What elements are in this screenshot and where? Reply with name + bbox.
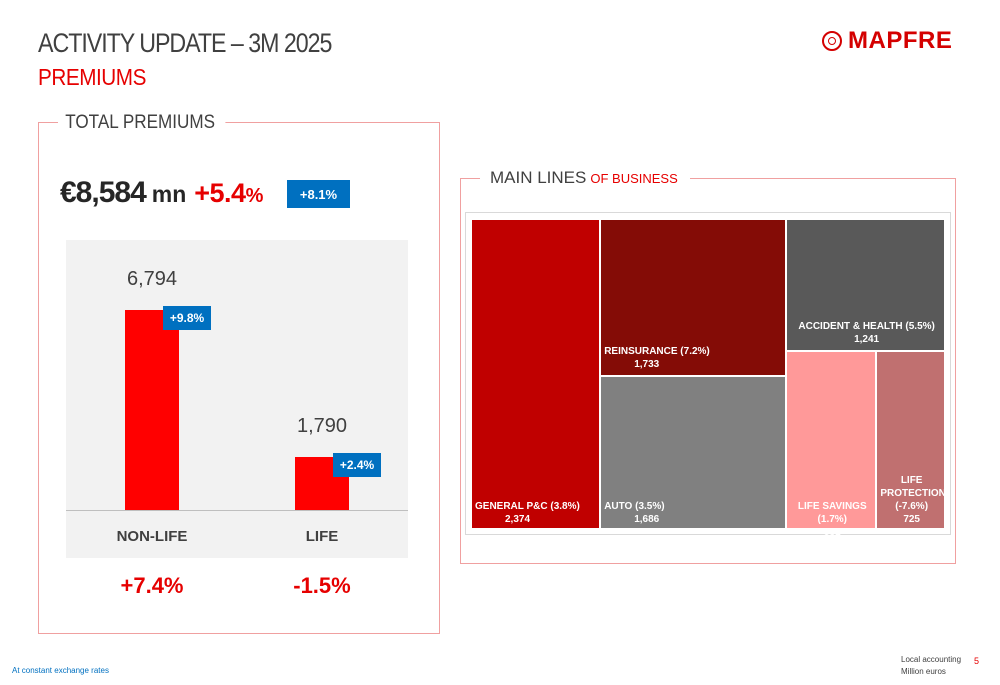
treemap-tile-general-p-c: GENERAL P&C (3.8%) 2,374 — [471, 219, 601, 529]
treemap-label-value: 1,241 — [854, 333, 880, 345]
treemap-label-name: LIFE — [900, 474, 923, 486]
page-title: ACTIVITY UPDATE – 3M 2025 — [38, 28, 332, 58]
treemap-label-name: AUTO (3.5%) — [604, 500, 665, 512]
bar-chart-baseline — [66, 510, 408, 511]
treemap-label: LIFE PROTECTION (-7.6%) 725 — [880, 474, 946, 526]
treemap-label-value: 1,733 — [634, 359, 660, 371]
treemap-label-name: REINSURANCE (7.2%) — [604, 346, 710, 358]
local-accounting-label: Local accounting — [901, 655, 962, 664]
bar-value-label: 6,794 — [126, 268, 178, 290]
total-premiums-figure: €8,584 mn +5.4% — [60, 176, 263, 210]
treemap-label-name: (-7.6%) — [895, 500, 929, 512]
total-unit: mn — [151, 181, 187, 207]
treemap-tile-life-savings: LIFE SAVINGS (1.7%) 951 — [786, 350, 877, 538]
category-label: LIFE — [305, 528, 339, 545]
logo-text: MAPFRE — [848, 27, 953, 54]
accounting-note: Local accounting Million euros — [901, 654, 961, 678]
total-growth-percent-sign: % — [245, 185, 264, 207]
treemap-label-value: 2,374 — [505, 514, 531, 525]
main-lines-title-main: MAIN LINES — [490, 168, 587, 187]
total-premiums-panel — [38, 122, 440, 634]
page-subtitle: PREMIUMS — [38, 64, 146, 90]
main-lines-title-suffix: OF BUSINESS — [590, 171, 678, 186]
footnote: At constant exchange rates — [12, 666, 109, 675]
main-lines-title: MAIN LINES OF BUSINESS — [480, 168, 690, 188]
treemap-label-name: PROTECTION — [880, 487, 946, 499]
treemap-label: LIFE SAVINGS (1.7%) 951 — [790, 500, 874, 539]
treemap-label: ACCIDENT & HEALTH (5.5%) 1,241 — [790, 320, 943, 346]
bar-constant-fx-badge: +2.4% — [333, 453, 381, 478]
treemap-label-name: ACCIDENT & HEALTH (5.5%) — [798, 320, 935, 332]
treemap-tile-auto: AUTO (3.5%) 1,686 — [600, 376, 787, 529]
treemap-label-value: 951 — [823, 526, 841, 538]
treemap-label: AUTO (3.5%) 1,686 — [604, 500, 784, 526]
treemap-label-value: 1,686 — [634, 513, 660, 525]
bar-value-label: 1,790 — [296, 415, 348, 438]
mapfre-logo-icon — [822, 31, 842, 51]
total-growth: +5.4 — [194, 178, 246, 208]
bar-constant-fx-badge: +9.8% — [163, 306, 211, 330]
total-value: €8,584 — [60, 176, 147, 209]
category-growth: +7.4% — [120, 573, 184, 598]
bar-non-life — [125, 310, 179, 510]
page-number: 5 — [974, 656, 980, 666]
mapfre-logo: MAPFRE — [822, 27, 953, 54]
units-label: Million euros — [901, 667, 946, 676]
treemap-label: REINSURANCE (7.2%) 1,733 — [604, 345, 784, 371]
treemap-frame — [465, 212, 951, 535]
treemap-label-name: LIFE SAVINGS (1.7%) — [797, 500, 867, 525]
treemap-label-name: GENERAL P&C (3.8%) — [475, 501, 580, 512]
category-growth: -1.5% — [293, 573, 351, 598]
total-constant-fx-badge: +8.1% — [287, 180, 350, 208]
main-lines-panel — [460, 178, 956, 564]
treemap-tile-life-protection: LIFE PROTECTION (-7.6%) 725 — [876, 350, 946, 529]
treemap-tile-reinsurance: REINSURANCE (7.2%) 1,733 — [600, 219, 787, 377]
treemap-label-value: 725 — [903, 513, 920, 525]
total-premiums-title: TOTAL PREMIUMS — [58, 112, 226, 134]
category-label: NON-LIFE — [116, 528, 188, 545]
treemap-tile-accident-health: ACCIDENT & HEALTH (5.5%) 1,241 — [786, 219, 945, 351]
treemap-label: GENERAL P&C (3.8%) 2,374 — [475, 500, 598, 526]
bar-chart-background — [66, 240, 408, 558]
